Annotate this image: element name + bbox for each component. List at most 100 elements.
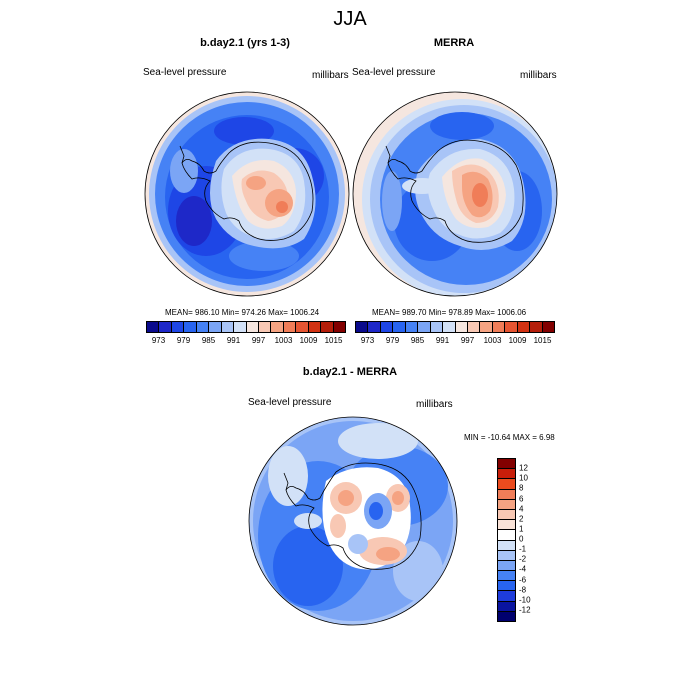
- colorbar-tick-label: -6: [519, 575, 527, 584]
- panel1-map: [144, 91, 350, 297]
- colorbar-swatch: [283, 322, 297, 332]
- colorbar-swatch: [184, 322, 197, 332]
- colorbar-tick-label: 2: [519, 514, 524, 524]
- colorbar-tick-label: 973: [151, 336, 166, 345]
- colorbar-swatch: [480, 322, 493, 332]
- colorbar-swatch: [498, 530, 515, 541]
- panel2-stats: MEAN= 989.70 Min= 978.89 Max= 1006.06: [372, 308, 527, 317]
- colorbar-tick-label: 1: [519, 524, 524, 534]
- colorbar-tick-label: 4: [519, 504, 524, 514]
- colorbar-swatch: [505, 322, 518, 332]
- colorbar-swatch: [147, 322, 160, 332]
- colorbar-swatch: [308, 322, 322, 332]
- colorbar-swatch: [498, 479, 515, 490]
- colorbar-swatch: [498, 581, 515, 592]
- panel2-units-label: millibars: [520, 70, 557, 81]
- colorbar-swatch: [498, 469, 515, 480]
- colorbar-tick-label: 973: [360, 336, 375, 345]
- colorbar-swatch: [498, 611, 515, 621]
- panel1-stats: MEAN= 986.10 Min= 974.26 Max= 1006.24: [165, 308, 320, 317]
- colorbar-swatch: [517, 322, 531, 332]
- colorbar-swatch: [498, 540, 515, 551]
- colorbar-tick-label: -12: [519, 605, 531, 615]
- colorbar-swatch: [393, 322, 406, 332]
- colorbar-swatch: [209, 322, 222, 332]
- colorbar-tick-label: 997: [460, 336, 475, 345]
- colorbar-swatch: [356, 322, 369, 332]
- colorbar-swatch: [542, 322, 554, 332]
- colorbar-diff-labels: 12 10 8 6 4 2 1 0 -1 -2 -4 -6 -8 -10 -12: [519, 458, 549, 620]
- colorbar-tick-label: 985: [201, 336, 216, 345]
- colorbar-swatch: [418, 322, 431, 332]
- colorbar-swatch: [380, 322, 394, 332]
- panel1-colorbar: 973 979 985 991 997 1003 1009 1015: [146, 321, 346, 348]
- panel3-map: [248, 416, 458, 626]
- colorbar-tick-label: 1009: [299, 336, 318, 345]
- colorbar-tick-label: 12: [519, 463, 528, 473]
- colorbar-swatch: [296, 322, 309, 332]
- colorbar-swatch: [498, 560, 515, 572]
- colorbar-swatch: [368, 322, 381, 332]
- colorbar-tick-label: -10: [519, 595, 531, 605]
- colorbar-abs-2-labels: 973 979 985 991 997 1003 1009 1015: [355, 336, 555, 348]
- colorbar-tick-label: 1015: [533, 336, 552, 345]
- panel2-map: [352, 91, 558, 297]
- colorbar-abs-2: [355, 321, 555, 333]
- colorbar-tick-label: -2: [519, 554, 527, 564]
- panel3-units-label: millibars: [416, 399, 453, 410]
- colorbar-swatch: [321, 322, 334, 332]
- colorbar-swatch: [271, 322, 284, 332]
- colorbar-swatch: [246, 322, 259, 332]
- colorbar-swatch: [430, 322, 444, 332]
- colorbar-swatch: [258, 322, 272, 332]
- panel3-variable-label: Sea-level pressure: [248, 397, 332, 408]
- colorbar-diff: [497, 458, 516, 622]
- panel3-title: b.day2.1 - MERRA: [302, 366, 398, 378]
- colorbar-tick-label: 991: [226, 336, 241, 345]
- colorbar-tick-label: 997: [251, 336, 266, 345]
- colorbar-swatch: [498, 520, 515, 531]
- colorbar-abs-1-labels: 973 979 985 991 997 1003 1009 1015: [146, 336, 346, 348]
- colorbar-tick-label: 1003: [274, 336, 293, 345]
- colorbar-tick-label: 1015: [324, 336, 343, 345]
- colorbar-swatch: [159, 322, 172, 332]
- colorbar-tick-label: 979: [385, 336, 400, 345]
- colorbar-swatch: [498, 550, 515, 561]
- colorbar-tick-label: 0: [519, 534, 524, 544]
- colorbar-swatch: [498, 499, 515, 510]
- colorbar-swatch: [443, 322, 456, 332]
- panel1-units-label: millibars: [312, 70, 349, 81]
- colorbar-tick-label: -8: [519, 585, 527, 595]
- colorbar-swatch: [498, 459, 515, 470]
- colorbar-tick-label: 985: [410, 336, 425, 345]
- colorbar-tick-label: 991: [435, 336, 450, 345]
- colorbar-swatch: [171, 322, 185, 332]
- colorbar-swatch: [234, 322, 247, 332]
- colorbar-swatch: [196, 322, 210, 332]
- colorbar-swatch: [455, 322, 468, 332]
- colorbar-tick-label: -4: [519, 564, 527, 574]
- panel2-title: MERRA: [433, 37, 475, 49]
- colorbar-tick-label: 6: [519, 494, 524, 503]
- panel2-variable-label: Sea-level pressure: [352, 67, 436, 78]
- colorbar-swatch: [498, 571, 515, 582]
- colorbar-swatch: [530, 322, 543, 332]
- panel1-title: b.day2.1 (yrs 1-3): [200, 37, 290, 49]
- panel1-variable-label: Sea-level pressure: [143, 67, 227, 78]
- figure-title: JJA: [333, 8, 367, 30]
- panel2-colorbar: 973 979 985 991 997 1003 1009 1015: [355, 321, 555, 348]
- colorbar-tick-label: 979: [176, 336, 191, 345]
- colorbar-swatch: [405, 322, 419, 332]
- colorbar-tick-label: 10: [519, 473, 528, 483]
- colorbar-swatch: [498, 601, 515, 612]
- colorbar-swatch: [498, 591, 515, 602]
- colorbar-tick-label: 1009: [508, 336, 527, 345]
- colorbar-swatch: [467, 322, 481, 332]
- colorbar-tick-label: 1003: [483, 336, 502, 345]
- colorbar-swatch: [498, 509, 515, 521]
- colorbar-swatch: [221, 322, 235, 332]
- colorbar-abs-1: [146, 321, 346, 333]
- colorbar-tick-label: -1: [519, 544, 527, 554]
- colorbar-swatch: [498, 489, 515, 500]
- colorbar-tick-label: 8: [519, 483, 524, 493]
